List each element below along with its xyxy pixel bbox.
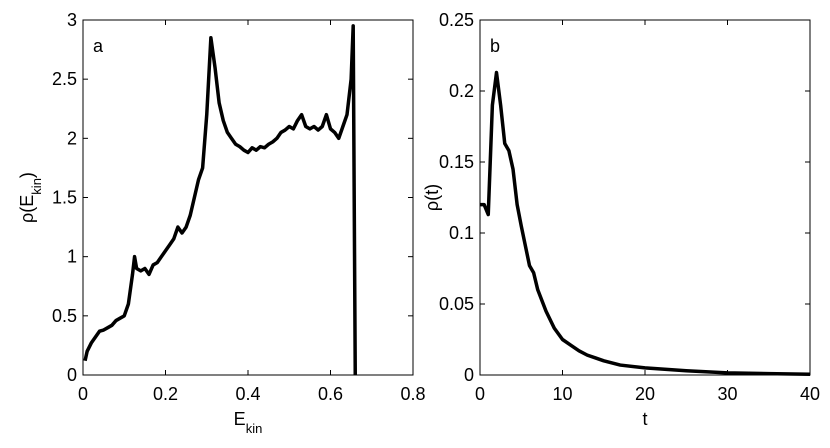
x-tick-label: 0.4: [235, 384, 260, 404]
x-tick-label: 0: [475, 384, 485, 404]
axis-label-subscript: kin: [246, 421, 263, 436]
x-tick-label: 30: [717, 384, 737, 404]
axis-label-text: ρ(E: [17, 195, 37, 223]
data-line: [83, 24, 357, 376]
x-tick-label: 20: [635, 384, 655, 404]
axis-label-subscript: kin: [29, 178, 44, 195]
x-tick-label: 40: [800, 384, 820, 404]
axis-label: ρ(Ekin): [17, 172, 44, 223]
y-tick-label: 0.1: [449, 223, 474, 243]
y-tick-label: 0.25: [439, 10, 474, 30]
x-tick-label: 10: [552, 384, 572, 404]
x-tick-label: 0.6: [318, 384, 343, 404]
y-tick-label: 1: [67, 247, 77, 267]
axis-label-text: t: [642, 409, 647, 429]
data-line: [480, 70, 811, 377]
axis-label-text: E: [234, 409, 246, 429]
plot-frame: [82, 19, 414, 376]
axis-label: ρ(t): [422, 184, 442, 211]
plot-frame: [479, 19, 811, 376]
panel-label: a: [93, 36, 104, 56]
y-tick-label: 0.05: [439, 294, 474, 314]
y-tick-label: 1.5: [52, 188, 77, 208]
axis-label-text: ): [17, 172, 37, 178]
y-tick-label: 2: [67, 128, 77, 148]
y-tick-label: 0.15: [439, 152, 474, 172]
panel-label: b: [490, 36, 500, 56]
x-tick-label: 0.8: [400, 384, 425, 404]
y-tick-label: 0.5: [52, 306, 77, 326]
y-tick-label: 0.2: [449, 81, 474, 101]
y-tick-label: 0: [464, 365, 474, 385]
axis-label: Ekin: [234, 409, 263, 436]
axis-label: t: [642, 409, 647, 429]
y-tick-label: 0: [67, 365, 77, 385]
y-tick-label: 3: [67, 10, 77, 30]
x-tick-label: 0.2: [153, 384, 178, 404]
y-tick-label: 2.5: [52, 69, 77, 89]
x-tick-label: 0: [78, 384, 88, 404]
axis-label-text: ρ(t): [422, 184, 442, 211]
